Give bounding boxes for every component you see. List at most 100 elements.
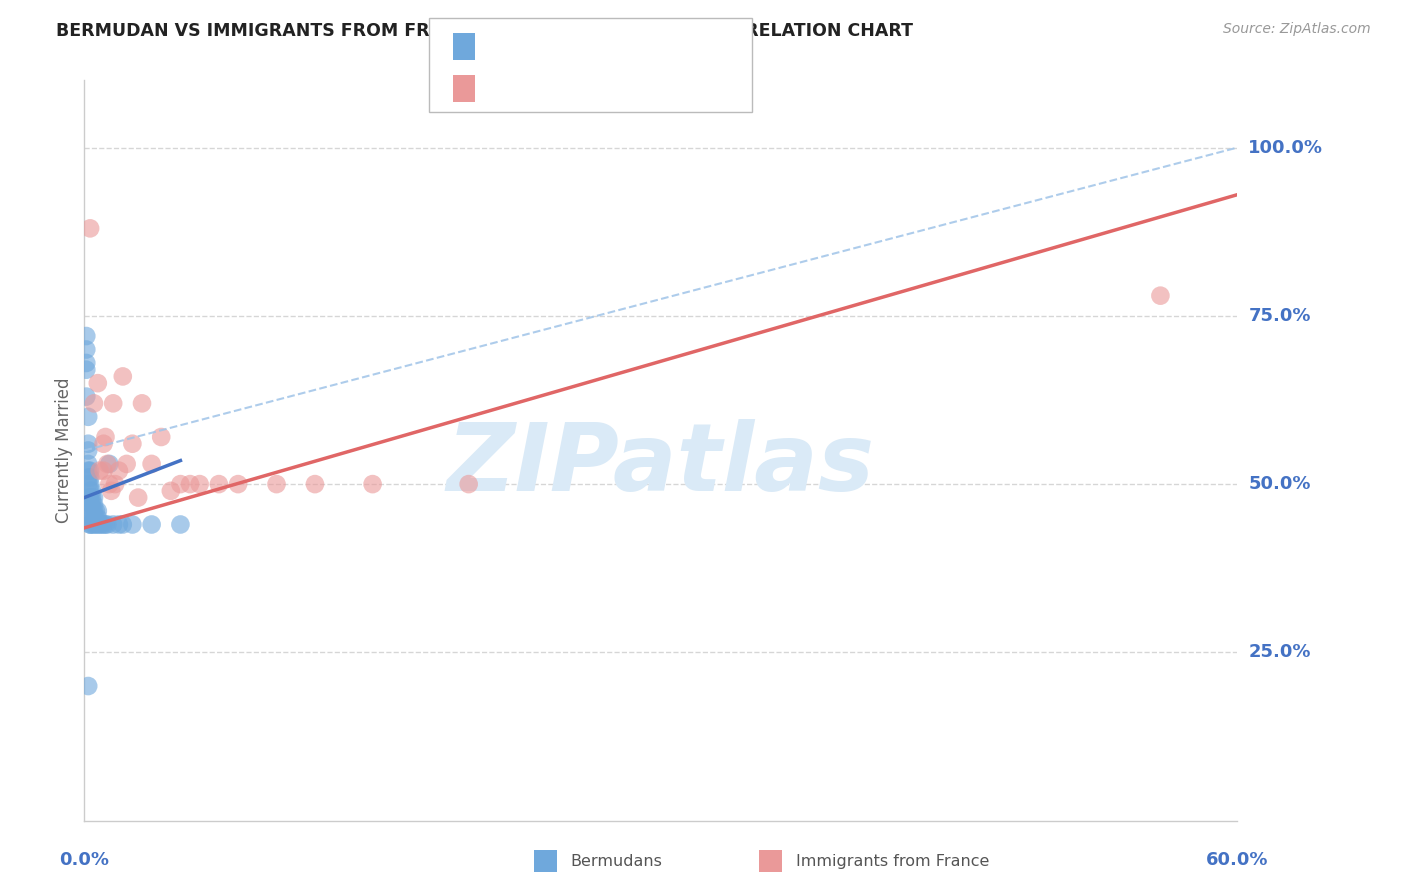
Point [93,464,115,478]
Point [75,343,97,357]
Point [83,491,105,505]
Point [127,491,149,505]
Point [75,390,97,404]
Point [87,376,110,391]
Text: 100.0%: 100.0% [1249,138,1323,157]
Point [83,504,105,518]
Text: R =: R = [489,39,524,54]
Point [108,464,131,478]
Point [77,464,100,478]
Point [83,497,105,511]
Point [87,504,110,518]
Point [87,510,110,524]
Point [93,517,115,532]
Point [103,396,124,410]
Point [77,436,100,450]
Y-axis label: Currently Married: Currently Married [55,377,73,524]
Text: N =: N = [574,81,610,95]
Point [304,477,326,491]
Point [1149,288,1171,302]
Point [121,436,143,450]
Text: R =: R = [489,81,524,95]
Point [93,436,115,450]
Point [80,483,103,498]
Point [75,356,97,370]
Point [84,510,107,524]
Text: 0.688: 0.688 [526,81,576,95]
Point [169,477,191,491]
Point [79,504,101,518]
Point [96,517,118,532]
Point [98,477,121,491]
Point [89,464,111,478]
Point [100,483,122,498]
Point [79,517,101,532]
Text: 52: 52 [610,39,633,54]
Point [77,477,100,491]
Point [84,504,107,518]
Point [266,477,288,491]
Point [83,517,105,532]
Point [80,497,103,511]
Text: Source: ZipAtlas.com: Source: ZipAtlas.com [1223,22,1371,37]
Point [77,491,100,505]
Point [77,679,100,693]
Text: 0.0%: 0.0% [59,851,110,869]
Text: 60.0%: 60.0% [1206,851,1268,869]
Point [188,477,211,491]
Point [79,497,101,511]
Point [115,457,138,471]
Point [361,477,384,491]
Point [160,483,183,498]
Point [141,517,163,532]
Text: 0.191: 0.191 [526,39,576,54]
Point [79,491,101,505]
Point [90,517,112,532]
Point [80,504,103,518]
Point [169,517,191,532]
Text: 75.0%: 75.0% [1249,307,1310,325]
Text: N =: N = [574,39,610,54]
Text: Bermudans: Bermudans [571,855,662,869]
Text: 50.0%: 50.0% [1249,475,1310,493]
Point [150,430,173,444]
Point [457,477,479,491]
Point [84,517,107,532]
Point [179,477,201,491]
Point [208,477,231,491]
Text: Immigrants from France: Immigrants from France [796,855,990,869]
Point [131,396,153,410]
Point [111,369,134,384]
Point [75,329,97,343]
Point [77,457,100,471]
Point [226,477,249,491]
Text: 31: 31 [610,81,633,95]
Point [79,477,101,491]
Point [121,517,143,532]
Text: BERMUDAN VS IMMIGRANTS FROM FRANCE CURRENTLY MARRIED CORRELATION CHART: BERMUDAN VS IMMIGRANTS FROM FRANCE CURRE… [56,22,914,40]
Point [80,491,103,505]
Point [89,517,111,532]
Point [79,517,101,532]
Point [77,409,100,424]
Point [80,510,103,524]
Text: 25.0%: 25.0% [1249,643,1310,661]
Point [98,457,121,471]
Point [104,477,127,491]
Point [75,362,97,376]
Point [108,517,131,532]
Point [111,517,134,532]
Point [77,443,100,458]
Point [94,517,117,532]
Point [96,457,118,471]
Point [79,221,101,235]
Point [83,510,105,524]
Point [94,430,117,444]
Point [79,483,101,498]
Text: ZIPatlas: ZIPatlas [447,419,875,511]
Point [87,517,110,532]
Point [80,517,103,532]
Point [141,457,163,471]
Point [103,517,124,532]
Point [83,396,105,410]
